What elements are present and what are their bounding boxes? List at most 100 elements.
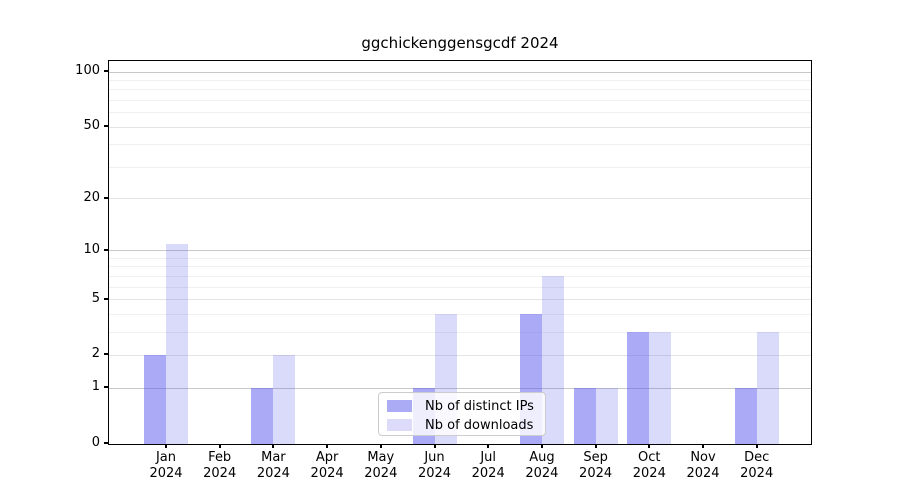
- gridline-y-9: [109, 257, 811, 259]
- bar-downloads-jan: [166, 243, 188, 444]
- y-tick-10: [104, 248, 108, 251]
- x-tick-year: 2024: [740, 466, 774, 481]
- bar-downloads-aug: [541, 276, 564, 444]
- x-tick-jul: [487, 444, 490, 448]
- x-tick-year: 2024: [203, 466, 237, 481]
- x-tick-apr: [326, 444, 329, 448]
- y-tick-20: [104, 196, 108, 199]
- x-tick-month: Jun: [424, 450, 445, 465]
- x-tick-month: Dec: [744, 450, 770, 465]
- x-tick-may: [379, 444, 382, 448]
- legend-label-distinct-ips: Nb of distinct IPs: [425, 398, 534, 414]
- x-tick-year: 2024: [256, 466, 290, 481]
- x-tick-month: Feb: [208, 450, 232, 465]
- legend-label-downloads: Nb of downloads: [425, 417, 534, 433]
- plot-area: [108, 60, 812, 445]
- x-tick-year: 2024: [310, 466, 344, 481]
- x-tick-label-aug: Aug 2024: [510, 450, 574, 482]
- x-tick-month: Aug: [529, 450, 555, 465]
- bar-distinct-ips-dec: [734, 388, 757, 444]
- gridline-y-70: [109, 100, 811, 102]
- x-tick-label-feb: Feb 2024: [188, 450, 252, 482]
- x-tick-label-jan: Jan 2024: [134, 450, 198, 482]
- y-tick-1: [104, 386, 108, 389]
- gridline-y-10: [109, 250, 811, 252]
- x-tick-label-sep: Sep 2024: [564, 450, 628, 482]
- x-tick-aug: [540, 444, 543, 448]
- gridline-y-8: [109, 266, 811, 268]
- x-tick-month: Jul: [480, 450, 497, 465]
- x-tick-label-oct: Oct 2024: [617, 450, 681, 482]
- bar-downloads-sep: [595, 388, 618, 444]
- x-tick-year: 2024: [579, 466, 613, 481]
- y-tick-label-5: 5: [91, 290, 100, 306]
- y-tick-label-100: 100: [75, 63, 100, 79]
- x-tick-label-nov: Nov 2024: [671, 450, 735, 482]
- gridline-y-50: [109, 126, 811, 128]
- gridline-y-5: [109, 299, 811, 301]
- gridline-y-100: [109, 71, 811, 73]
- x-tick-month: Sep: [583, 450, 608, 465]
- x-tick-label-jun: Jun 2024: [403, 450, 467, 482]
- x-tick-year: 2024: [525, 466, 559, 481]
- gridline-y-60: [109, 112, 811, 114]
- legend-swatch-downloads: [387, 419, 412, 431]
- y-tick-label-20: 20: [83, 189, 100, 205]
- x-tick-month: Jan: [155, 450, 177, 465]
- x-tick-label-mar: Mar 2024: [241, 450, 305, 482]
- gridline-y-3: [109, 331, 811, 333]
- x-tick-month: Mar: [261, 450, 286, 465]
- legend-row-downloads: Nb of downloads: [387, 416, 545, 434]
- x-tick-jan: [165, 444, 167, 448]
- gridline-y-40: [109, 144, 811, 146]
- gridline-y-2: [109, 354, 811, 356]
- bar-distinct-ips-sep: [573, 388, 596, 444]
- x-tick-label-may: May 2024: [349, 450, 413, 482]
- x-tick-year: 2024: [364, 466, 398, 481]
- x-tick-sep: [594, 444, 597, 448]
- y-tick-label-1: 1: [91, 379, 100, 395]
- y-tick-5: [104, 297, 108, 300]
- x-tick-oct: [648, 444, 651, 448]
- y-tick-50: [104, 125, 108, 128]
- gridline-y-20: [109, 198, 811, 200]
- y-tick-label-10: 10: [83, 241, 100, 257]
- legend: Nb of distinct IPs Nb of downloads: [378, 392, 546, 436]
- x-tick-label-apr: Apr 2024: [295, 450, 359, 482]
- x-tick-feb: [218, 444, 221, 448]
- bar-downloads-oct: [649, 332, 672, 444]
- y-tick-label-50: 50: [83, 118, 100, 134]
- x-tick-month: May: [367, 450, 395, 465]
- gridline-y-4: [109, 313, 811, 315]
- chart-title: ggchickenggensgcdf 2024: [361, 34, 559, 52]
- y-tick-label-2: 2: [91, 346, 100, 362]
- x-tick-year: 2024: [417, 466, 452, 481]
- gridline-y-80: [109, 89, 811, 91]
- gridline-y-90: [109, 80, 811, 82]
- x-tick-year: 2024: [632, 466, 666, 481]
- y-tick-100: [104, 70, 108, 73]
- gridline-y-7: [109, 275, 811, 277]
- x-tick-nov: [702, 444, 704, 448]
- x-tick-month: Oct: [638, 450, 661, 465]
- x-tick-year: 2024: [686, 466, 720, 481]
- x-tick-label-dec: Dec 2024: [725, 450, 789, 482]
- y-tick-2: [104, 353, 108, 356]
- x-tick-year: 2024: [471, 466, 505, 481]
- gridline-y-30: [109, 166, 811, 168]
- x-tick-mar: [272, 444, 275, 448]
- y-tick-label-0: 0: [91, 435, 100, 450]
- y-tick-0: [104, 442, 108, 444]
- x-tick-jun: [433, 444, 436, 448]
- bar-distinct-ips-jan: [144, 355, 166, 444]
- x-tick-dec: [755, 444, 758, 448]
- legend-row-distinct-ips: Nb of distinct IPs: [387, 397, 545, 415]
- bar-distinct-ips-mar: [251, 388, 274, 444]
- x-tick-year: 2024: [149, 466, 183, 481]
- bar-downloads-mar: [273, 355, 296, 444]
- bar-downloads-dec: [756, 332, 779, 444]
- gridline-y-1: [109, 387, 811, 389]
- bar-distinct-ips-oct: [627, 332, 650, 444]
- x-tick-label-jul: Jul 2024: [456, 450, 520, 482]
